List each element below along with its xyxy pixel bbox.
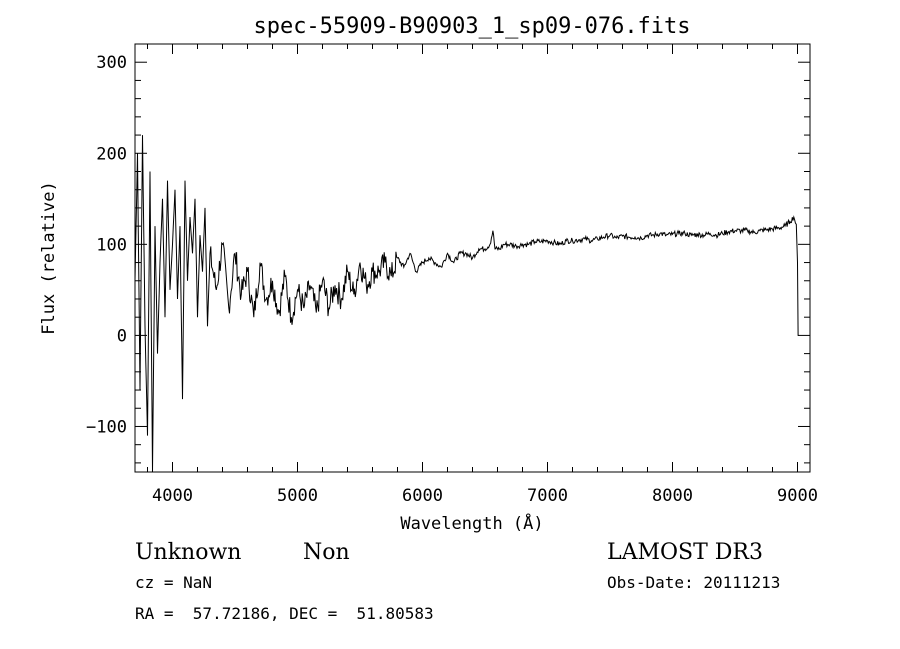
survey-label: LAMOST DR3 [607,540,763,565]
x-tick-label: 4000 [152,486,193,506]
y-tick-label: 200 [96,144,127,164]
x-axis-label: Wavelength (Å) [400,512,543,534]
obs-date-label: Obs-Date: 20111213 [607,573,780,592]
y-tick-label: −100 [86,417,127,437]
coordinates-label: RA = 57.72186, DEC = 51.80583 [135,604,434,623]
x-tick-label: 7000 [527,486,568,506]
spectrum-series-line [134,135,799,473]
redshift-label: cz = NaN [135,573,212,592]
y-axis-label: Flux (relative) [39,181,59,335]
y-tick-label: 300 [96,53,127,73]
y-tick-label: 100 [96,235,127,255]
y-tick-label: 0 [117,326,127,346]
object-class-label: Unknown [135,540,241,565]
x-tick-label: 5000 [277,486,318,506]
axis-ticks [135,43,810,472]
chart-title: spec-55909-B90903_1_sp09-076.fits [253,14,690,39]
x-tick-label: 8000 [652,486,693,506]
tick-labels: 4000 5000 6000 7000 8000 9000 −100 0 100 200 300 [86,53,818,506]
x-tick-label: 6000 [402,486,443,506]
object-subclass-label: Non [303,540,350,565]
x-tick-label: 9000 [777,486,818,506]
